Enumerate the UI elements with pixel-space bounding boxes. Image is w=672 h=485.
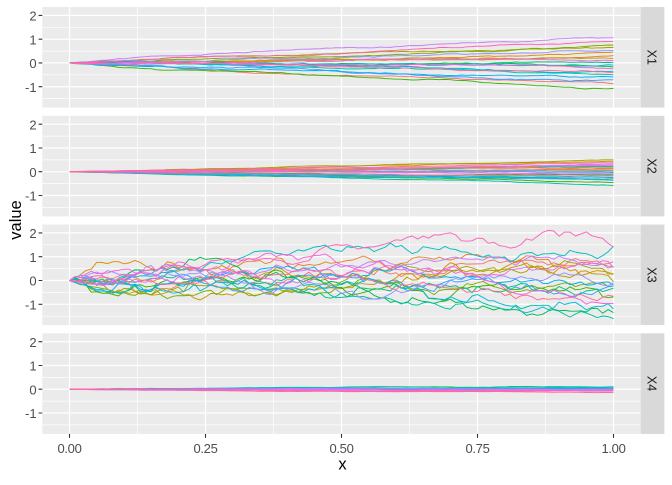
svg-text:0: 0	[29, 165, 36, 180]
svg-text:1: 1	[29, 32, 36, 47]
svg-text:0: 0	[29, 382, 36, 397]
svg-text:2: 2	[29, 117, 36, 132]
svg-text:x: x	[338, 456, 347, 474]
svg-text:0: 0	[29, 274, 36, 289]
svg-text:-1: -1	[25, 298, 37, 313]
svg-text:X3: X3	[644, 267, 658, 282]
svg-text:0.75: 0.75	[465, 441, 489, 456]
svg-text:0.00: 0.00	[57, 441, 81, 456]
svg-text:2: 2	[29, 335, 36, 350]
svg-text:-1: -1	[25, 80, 37, 95]
svg-text:2: 2	[29, 9, 36, 24]
svg-text:1: 1	[29, 141, 36, 156]
svg-text:0.50: 0.50	[329, 441, 353, 456]
svg-text:2: 2	[29, 226, 36, 241]
svg-text:1: 1	[29, 359, 36, 374]
svg-text:0: 0	[29, 56, 36, 71]
svg-text:value: value	[7, 200, 25, 239]
svg-text:X4: X4	[644, 376, 658, 391]
svg-text:-1: -1	[25, 189, 37, 204]
svg-text:1: 1	[29, 250, 36, 265]
svg-text:-1: -1	[25, 406, 37, 421]
svg-text:1.00: 1.00	[601, 441, 625, 456]
svg-text:0.25: 0.25	[193, 441, 217, 456]
svg-text:X2: X2	[644, 158, 658, 173]
svg-text:X1: X1	[644, 50, 658, 65]
